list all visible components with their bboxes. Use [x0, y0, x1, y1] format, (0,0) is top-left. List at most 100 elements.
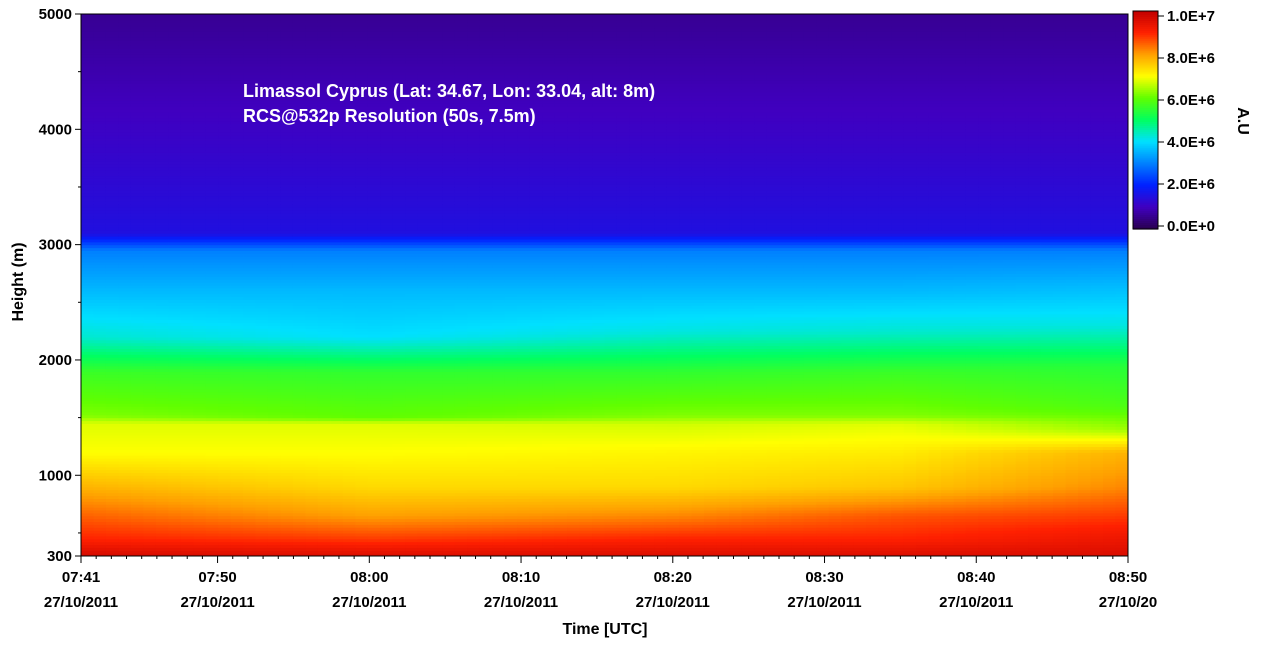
heatmap-cell	[205, 452, 219, 456]
heatmap-cell	[392, 383, 406, 387]
heatmap-cell	[143, 509, 157, 514]
heatmap-cell	[230, 532, 244, 537]
heatmap-cell	[180, 334, 194, 338]
heatmap-cell	[180, 285, 194, 289]
heatmap-cell	[292, 446, 306, 450]
heatmap-cell	[380, 149, 394, 153]
heatmap-cell	[392, 455, 406, 459]
heatmap-cell	[168, 365, 182, 370]
heatmap-cell	[243, 45, 257, 50]
heatmap-cell	[267, 132, 282, 136]
heatmap-cell	[280, 328, 294, 332]
heatmap-cell	[143, 63, 157, 67]
heatmap-cell	[330, 452, 344, 456]
heatmap-cell	[230, 94, 244, 99]
heatmap-cell	[218, 429, 232, 433]
heatmap-cell	[81, 51, 95, 55]
heatmap-cell	[205, 328, 219, 332]
heatmap-cell	[292, 48, 306, 53]
heatmap-cell	[118, 469, 132, 473]
heatmap-cell	[392, 189, 406, 194]
heatmap-cell	[380, 380, 394, 384]
heatmap-cell	[168, 322, 182, 326]
heatmap-cell	[392, 256, 406, 260]
heatmap-cell	[130, 100, 144, 104]
heatmap-cell	[130, 210, 144, 214]
heatmap-cell	[243, 192, 257, 197]
heatmap-cell	[143, 377, 157, 381]
heatmap-cell	[105, 342, 119, 347]
heatmap-cell	[243, 74, 257, 79]
heatmap-cell	[342, 68, 356, 73]
heatmap-cell	[243, 354, 257, 358]
heatmap-cell	[180, 282, 194, 286]
heatmap-cell	[118, 371, 132, 375]
heatmap-cell	[342, 279, 356, 283]
heatmap-cell	[355, 449, 369, 453]
heatmap-cell	[342, 308, 356, 312]
heatmap-cell	[143, 547, 157, 551]
heatmap-cell	[168, 495, 182, 499]
heatmap-cell	[255, 328, 269, 332]
heatmap-cell	[405, 238, 419, 243]
heatmap-cell	[230, 51, 244, 55]
heatmap-cell	[155, 25, 169, 30]
heatmap-cell	[255, 71, 269, 76]
heatmap-cell	[267, 34, 282, 38]
heatmap-cell	[292, 103, 306, 107]
heatmap-cell	[143, 325, 157, 329]
heatmap-cell	[305, 345, 319, 350]
heatmap-cell	[143, 282, 157, 286]
heatmap-cell	[105, 230, 119, 234]
heatmap-cell	[218, 388, 232, 393]
heatmap-cell	[218, 371, 232, 375]
heatmap-cell	[130, 296, 144, 301]
heatmap-cell	[342, 54, 356, 58]
heatmap-cell	[205, 155, 219, 159]
heatmap-cell	[93, 371, 107, 375]
heatmap-cell	[168, 184, 182, 188]
heatmap-cell	[193, 42, 207, 47]
heatmap-cell	[218, 452, 232, 456]
heatmap-cell	[267, 394, 282, 399]
heatmap-cell	[205, 357, 219, 361]
heatmap-cell	[243, 310, 257, 315]
heatmap-cell	[280, 204, 294, 208]
heatmap-cell	[255, 129, 269, 133]
heatmap-cell	[405, 299, 419, 303]
heatmap-cell	[155, 273, 169, 277]
heatmap-cell	[118, 65, 132, 70]
heatmap-cell	[218, 420, 232, 424]
heatmap-cell	[168, 37, 182, 41]
heatmap-cell	[155, 103, 169, 107]
heatmap-cell	[180, 504, 194, 508]
heatmap-cell	[280, 282, 294, 286]
heatmap-cell	[193, 37, 207, 41]
heatmap-cell	[330, 175, 344, 179]
heatmap-cell	[205, 544, 219, 548]
heatmap-cell	[267, 383, 282, 387]
heatmap-cell	[355, 181, 369, 185]
heatmap-cell	[118, 486, 132, 491]
heatmap-cell	[105, 495, 119, 499]
heatmap-cell	[342, 94, 356, 99]
heatmap-cell	[267, 94, 282, 99]
heatmap-cell	[342, 368, 356, 373]
heatmap-cell	[155, 221, 169, 226]
heatmap-cell	[317, 273, 331, 277]
heatmap-cell	[230, 342, 244, 347]
heatmap-cell	[292, 163, 306, 168]
heatmap-cell	[105, 365, 119, 370]
heatmap-cell	[193, 45, 207, 50]
heatmap-cell	[230, 65, 244, 70]
heatmap-cell	[168, 129, 182, 133]
heatmap-cell	[305, 80, 319, 84]
heatmap-cell	[243, 109, 257, 113]
heatmap-cell	[405, 463, 419, 468]
heatmap-cell	[180, 207, 194, 211]
heatmap-cell	[267, 178, 282, 182]
heatmap-cell	[305, 218, 319, 223]
heatmap-cell	[118, 204, 132, 208]
heatmap-cell	[130, 201, 144, 205]
heatmap-cell	[367, 285, 381, 289]
